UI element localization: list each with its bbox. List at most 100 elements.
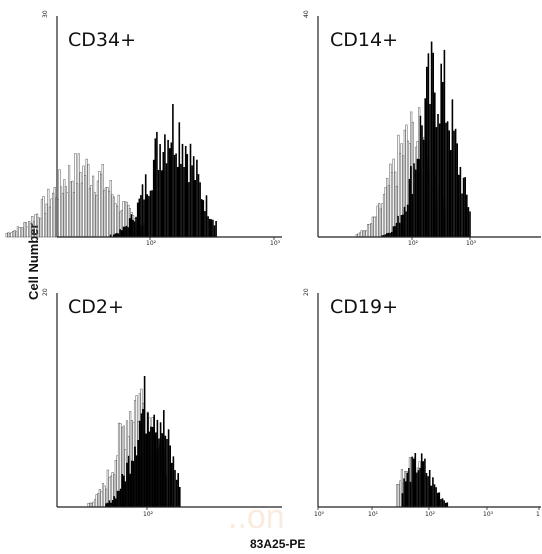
histogram-bar-filled [387, 232, 390, 237]
histogram-bar-filled [162, 152, 165, 237]
histogram-bar-filled [130, 214, 133, 237]
histogram-bar-filled [140, 195, 142, 237]
histogram-bar-filled [427, 476, 429, 507]
histogram-bar-filled [419, 115, 422, 237]
histogram-bar-filled [436, 492, 439, 507]
histogram-bar-filled [137, 440, 139, 507]
panel-cd34: CD34+ 30 10² 10³ [5, 10, 282, 247]
y-top-tick: 20 [42, 288, 49, 296]
histogram-bars [87, 376, 181, 508]
histogram-bar-filled [422, 139, 425, 237]
histogram-bar-filled [194, 180, 197, 237]
histogram-bar-filled [144, 174, 147, 237]
histogram-bar-filled [125, 225, 128, 237]
x-tick-label: 10⁰ [314, 511, 325, 518]
histogram-bar-filled [163, 410, 165, 507]
histogram-bars [396, 453, 449, 508]
histogram-bar-filled [173, 154, 176, 237]
histogram-bar-filled [157, 170, 160, 237]
histogram-bar-filled [404, 481, 407, 507]
histogram-bar-filled [177, 473, 179, 507]
histogram-bar-filled [174, 470, 176, 507]
x-tick-label: 10³ [270, 240, 281, 247]
histogram-bar-filled [124, 226, 126, 237]
histogram-bar-filled [131, 460, 133, 507]
panel-cd2: CD2+ 20 10² [42, 288, 282, 518]
histogram-bar-filled [158, 438, 160, 507]
y-top-tick: 20 [303, 288, 310, 296]
histogram-bar-filled [141, 184, 144, 237]
histogram-bar-filled [204, 211, 206, 237]
histogram-bar-filled [210, 219, 213, 237]
histogram-bar-filled [464, 177, 466, 237]
histogram-bar-filled [184, 146, 187, 237]
histogram-bar-filled [132, 461, 135, 507]
histogram-bar-filled [437, 114, 439, 237]
histogram-bar-filled [166, 439, 168, 507]
x-tick-label: 10³ [483, 511, 494, 518]
histogram-bar-filled [172, 456, 175, 507]
histogram-bar-filled [161, 433, 163, 507]
histogram-bar-filled [167, 429, 170, 507]
histogram-bar-filled [199, 182, 201, 237]
histogram-bar-filled [148, 431, 151, 507]
histogram-bar-filled [133, 221, 136, 237]
histogram-bar-filled [382, 235, 385, 237]
histogram-bar-filled [169, 445, 171, 507]
histogram-bar-filled [212, 219, 214, 237]
histogram-bar-filled [127, 455, 130, 507]
histogram-bar-filled [118, 490, 120, 507]
x-tick-label: 10² [146, 240, 157, 247]
histogram-bar-filled [425, 473, 428, 507]
panel-title: CD2+ [68, 296, 124, 318]
histogram-bar-filled [421, 125, 423, 237]
histogram-bar-filled [181, 143, 184, 237]
histogram-bar-filled [112, 234, 115, 237]
histogram-bar-filled [413, 163, 415, 237]
histogram-bar-filled [175, 153, 177, 237]
histogram-bar-filled [147, 412, 149, 507]
histogram-bar-filled [417, 470, 420, 507]
histogram-bar-filled [403, 206, 406, 237]
histogram-bar-filled [175, 479, 178, 507]
histogram-bar-filled [424, 458, 426, 507]
histogram-bar-filled [410, 166, 412, 237]
histogram-bar-filled [208, 218, 211, 237]
histogram-bar-filled [117, 233, 120, 237]
histogram-bar-filled [443, 500, 445, 507]
histogram-bar-filled [143, 376, 146, 507]
histogram-bar-filled [453, 130, 455, 237]
histogram-bar-filled [135, 216, 137, 237]
histogram-bar-filled [215, 221, 217, 237]
histogram-bar-filled [427, 53, 430, 237]
histogram-bar-filled [207, 216, 209, 237]
histogram-bar-filled [422, 461, 425, 507]
histogram-bar-filled [113, 496, 115, 507]
histogram-bar-filled [416, 472, 418, 507]
histogram-bar-filled [451, 99, 454, 238]
histogram-bar-filled [409, 481, 412, 507]
histogram-bars [355, 41, 471, 238]
histogram-bar-filled [152, 159, 155, 237]
histogram-bar-filled [414, 453, 417, 507]
histogram-bar-filled [428, 470, 431, 507]
x-tick-label: 10¹ [368, 511, 379, 518]
histogram-bar-filled [446, 121, 449, 237]
histogram-bar-filled [153, 414, 155, 507]
histogram-bar-filled [139, 420, 141, 507]
histogram-bar-filled [178, 122, 181, 237]
x-axis-label: 83A25-PE [250, 537, 305, 551]
histogram-bar-filled [196, 159, 198, 237]
x-tick-label: 10² [143, 511, 154, 518]
y-top-tick: 40 [303, 10, 310, 18]
histogram-bar-filled [110, 502, 112, 507]
histogram-bar-filled [155, 432, 157, 507]
histogram-bar-filled [127, 227, 129, 237]
histogram-bar-filled [114, 233, 117, 237]
histogram-bar-filled [164, 435, 167, 507]
panel-cd14: CD14+ 40 10² 10³ [303, 10, 541, 247]
histogram-bar-filled [438, 492, 441, 507]
histogram-bar-filled [172, 104, 174, 237]
histogram-bar-filled [167, 139, 169, 237]
histogram-bar-filled [411, 194, 414, 237]
